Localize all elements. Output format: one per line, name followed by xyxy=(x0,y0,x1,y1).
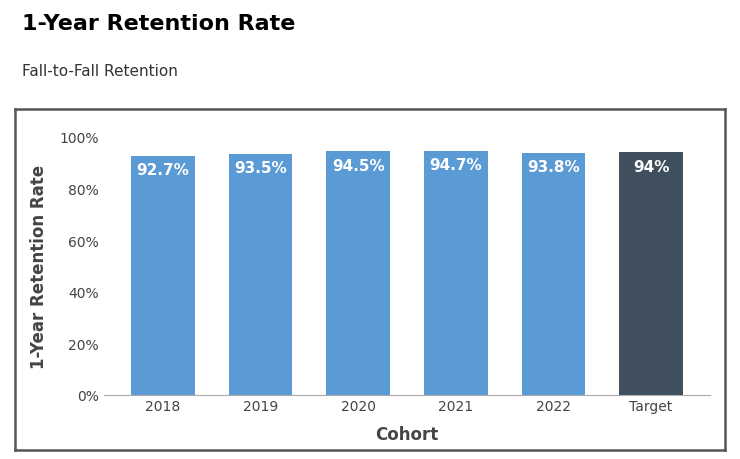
Bar xyxy=(424,151,488,395)
Bar xyxy=(619,153,683,395)
Text: 94.5%: 94.5% xyxy=(332,158,385,173)
Text: Fall-to-Fall Retention: Fall-to-Fall Retention xyxy=(22,64,178,79)
Bar xyxy=(229,154,292,395)
Bar xyxy=(326,152,390,395)
Text: 93.5%: 93.5% xyxy=(234,161,287,176)
Text: 93.8%: 93.8% xyxy=(527,160,580,175)
Text: 94.7%: 94.7% xyxy=(429,158,482,173)
Text: 94%: 94% xyxy=(633,160,670,174)
Bar xyxy=(131,157,195,395)
X-axis label: Cohort: Cohort xyxy=(375,425,439,442)
Y-axis label: 1-Year Retention Rate: 1-Year Retention Rate xyxy=(30,164,48,368)
Text: 1-Year Retention Rate: 1-Year Retention Rate xyxy=(22,14,295,34)
Text: 92.7%: 92.7% xyxy=(136,163,189,178)
Bar xyxy=(522,154,585,395)
